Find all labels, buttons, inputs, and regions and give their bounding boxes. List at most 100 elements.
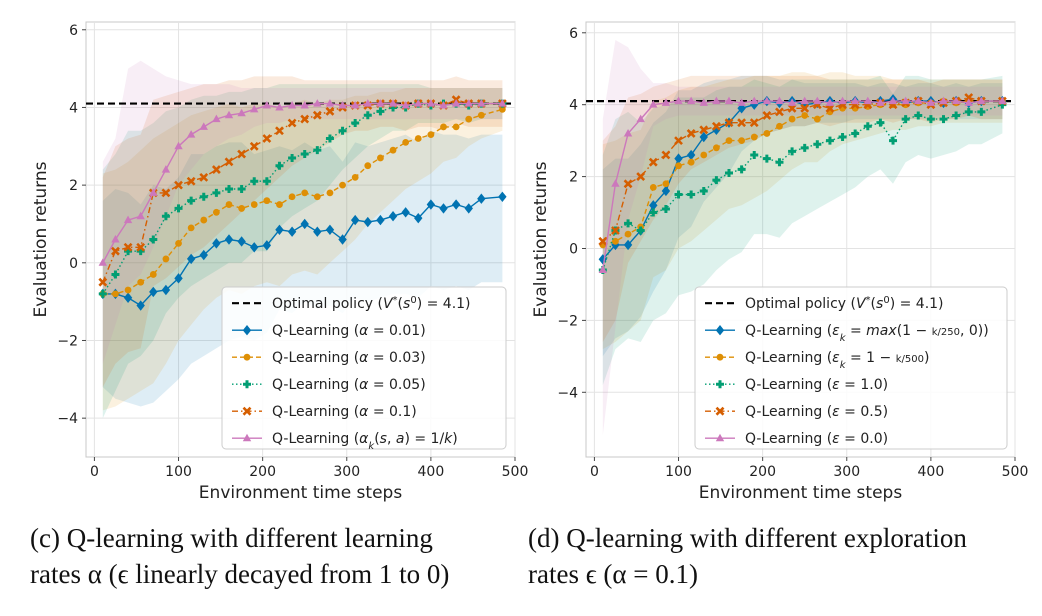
x-tick-label: 200 <box>749 464 776 480</box>
data-point <box>237 149 247 159</box>
data-point <box>687 190 696 199</box>
data-point <box>401 207 410 218</box>
data-point <box>262 177 271 186</box>
data-point <box>249 141 259 151</box>
data-point <box>137 278 145 286</box>
data-point <box>825 136 834 145</box>
data-point <box>914 111 923 120</box>
data-point <box>750 96 759 105</box>
data-point <box>813 96 822 105</box>
caption-left-line2: rates α (ϵ linearly decayed from 1 to 0) <box>30 559 450 589</box>
data-point <box>275 126 284 136</box>
legend-swatch-marker <box>243 353 251 361</box>
legend-swatch-marker <box>715 325 725 336</box>
data-point <box>250 177 259 186</box>
data-point <box>262 240 272 251</box>
y-tick-label: 2 <box>69 178 78 194</box>
data-point <box>825 103 835 113</box>
data-point <box>699 131 708 143</box>
data-point <box>262 101 272 109</box>
data-point <box>451 199 461 210</box>
data-point <box>623 179 633 189</box>
data-point <box>187 224 195 232</box>
series-band <box>102 60 503 364</box>
x-tick-label: 100 <box>665 464 692 480</box>
data-point <box>174 204 183 213</box>
data-point <box>149 235 158 244</box>
data-point <box>623 128 633 137</box>
series-band <box>602 75 1003 357</box>
data-point <box>161 188 171 198</box>
data-point <box>325 134 334 143</box>
data-point <box>598 265 608 274</box>
data-point <box>363 99 372 107</box>
legend-swatch-marker <box>243 380 251 389</box>
data-point <box>787 98 797 106</box>
data-point <box>287 226 297 237</box>
data-point <box>287 118 297 128</box>
data-point <box>850 96 860 105</box>
data-point <box>477 193 486 204</box>
legend-swatch-marker <box>242 433 252 442</box>
data-point <box>149 188 158 196</box>
legend-box <box>694 286 1008 450</box>
legend-label: Q-Learning (α = 0.05) <box>272 377 426 393</box>
data-point <box>325 99 335 107</box>
data-point <box>300 150 309 159</box>
data-point <box>737 118 747 128</box>
data-point <box>623 239 633 251</box>
data-point <box>414 99 423 107</box>
data-point <box>250 104 259 113</box>
data-point <box>211 165 221 175</box>
data-point <box>288 193 296 201</box>
data-point <box>111 270 120 279</box>
y-tick-label: −2 <box>57 333 78 349</box>
series-line <box>602 100 1003 246</box>
data-point <box>250 201 258 208</box>
data-point <box>199 249 208 261</box>
data-point <box>376 107 385 116</box>
data-point <box>426 199 436 210</box>
series-band <box>102 88 503 411</box>
y-tick-label: 2 <box>569 170 578 186</box>
data-point <box>414 212 423 224</box>
data-point <box>888 96 898 105</box>
data-point <box>212 114 221 123</box>
x-tick-label: 0 <box>590 464 599 480</box>
legend-swatch-marker <box>716 353 724 361</box>
data-point <box>439 101 448 109</box>
x-tick-label: 500 <box>1002 464 1029 480</box>
y-tick-label: 0 <box>69 256 78 272</box>
data-point <box>863 122 872 131</box>
data-point <box>402 139 410 146</box>
y-tick-label: −4 <box>557 385 578 401</box>
caption-right-line2: rates ϵ (α = 0.1) <box>528 559 699 589</box>
data-point <box>649 208 658 217</box>
x-tick-label: 300 <box>833 464 860 480</box>
data-point <box>199 192 208 201</box>
data-point <box>737 165 746 174</box>
data-point <box>738 137 746 145</box>
series-band <box>102 76 503 388</box>
data-point <box>498 99 507 107</box>
legend-swatch-marker <box>716 380 724 389</box>
data-point <box>389 103 398 112</box>
data-point <box>712 96 721 105</box>
legend-swatch-marker <box>242 406 252 416</box>
data-point <box>136 211 145 220</box>
data-point <box>800 96 809 105</box>
data-point <box>339 181 346 189</box>
data-point <box>301 189 309 197</box>
data-point <box>161 165 171 173</box>
data-point <box>737 98 746 106</box>
data-point <box>389 146 397 154</box>
data-point <box>175 239 182 247</box>
data-point <box>338 234 347 245</box>
series-band <box>102 84 503 419</box>
data-point <box>686 129 696 138</box>
data-point <box>224 157 234 167</box>
data-point <box>212 188 221 197</box>
data-point <box>775 96 784 105</box>
data-point <box>363 111 372 120</box>
